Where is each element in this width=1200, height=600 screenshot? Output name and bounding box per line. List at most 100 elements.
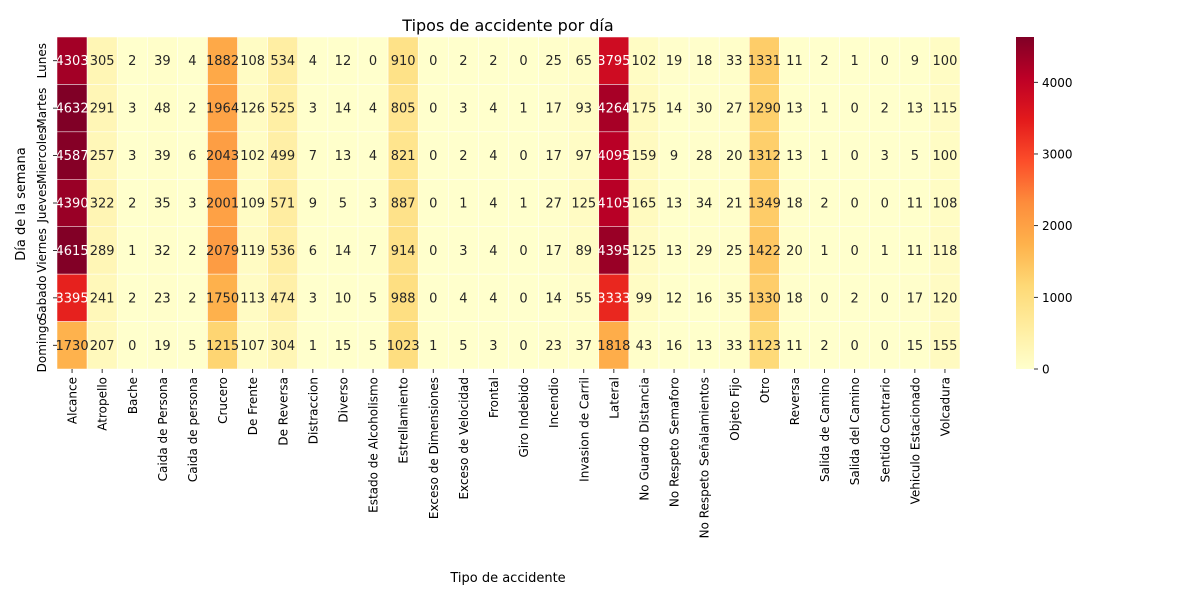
- cell-value-label: 55: [575, 291, 592, 306]
- x-tick-label: Estrellamiento: [397, 377, 411, 464]
- heatmap-cell: [779, 84, 810, 133]
- cell-value-label: 19: [154, 339, 171, 354]
- heatmap-cell: [267, 321, 299, 370]
- heatmap-cell: [658, 36, 690, 85]
- cell-value-label: 30: [696, 102, 713, 117]
- cell-value-label: 4303: [56, 54, 89, 69]
- heatmap-cell: [899, 273, 931, 322]
- heatmap-cell: [56, 273, 88, 322]
- cell-value-label: 6: [309, 244, 317, 259]
- cell-value-label: 1818: [597, 339, 630, 354]
- y-tick-label: Sabado: [35, 275, 49, 320]
- cell-value-label: 1882: [206, 54, 239, 69]
- cell-value-label: 109: [240, 197, 265, 212]
- cell-value-label: 16: [696, 291, 713, 306]
- cell-value-label: 1964: [206, 102, 239, 117]
- cell-value-label: 0: [429, 291, 437, 306]
- cell-value-label: 100: [933, 54, 958, 69]
- heatmap-cell: [869, 226, 901, 275]
- heatmap-cell: [929, 226, 961, 275]
- cell-value-label: 241: [90, 291, 115, 306]
- x-tick-label: Alcance: [66, 377, 80, 424]
- heatmap-cells: [56, 36, 961, 370]
- cell-value-label: 7: [369, 244, 377, 259]
- heatmap-cell: [929, 179, 961, 227]
- cell-value-label: 9: [309, 197, 317, 212]
- heatmap-cell: [207, 273, 238, 322]
- x-tick-label: Incendio: [547, 377, 561, 428]
- colorbar-tick-label: 4000: [1042, 76, 1073, 90]
- heatmap-cell: [749, 131, 780, 180]
- cell-value-label: 0: [128, 339, 136, 354]
- cell-value-label: 25: [726, 244, 743, 259]
- heatmap-cell: [147, 226, 178, 275]
- cell-value-label: 4: [188, 54, 196, 69]
- heatmap-cell: [327, 273, 359, 322]
- cell-value-label: 474: [270, 291, 295, 306]
- cell-value-label: 4: [459, 291, 467, 306]
- cell-value-label: 14: [335, 102, 352, 117]
- cell-value-label: 1215: [206, 339, 239, 354]
- cell-value-label: 14: [335, 244, 352, 259]
- x-tick-label: Caida de persona: [186, 377, 200, 482]
- x-tick-label: De Reversa: [276, 377, 290, 446]
- cell-value-label: 0: [519, 54, 527, 69]
- x-tick-label: Otro: [758, 377, 772, 403]
- cell-value-label: 2: [489, 54, 497, 69]
- cell-value-label: 0: [429, 102, 437, 117]
- cell-value-label: 29: [696, 244, 713, 259]
- cell-value-label: 0: [429, 197, 437, 212]
- heatmap-cell: [508, 36, 539, 85]
- heatmap-cell: [478, 84, 509, 133]
- heatmap-cell: [688, 321, 720, 370]
- cell-value-label: 1: [459, 197, 467, 212]
- heatmap-cell: [809, 321, 840, 370]
- cell-value-label: 25: [545, 54, 562, 69]
- cell-value-label: 17: [545, 149, 562, 164]
- heatmap-cell: [116, 36, 148, 85]
- colorbar-tick-label: 3000: [1042, 147, 1073, 161]
- cell-value-label: 4264: [597, 102, 630, 117]
- heatmap-cell: [56, 179, 88, 227]
- heatmap-cell: [658, 179, 690, 227]
- cell-value-label: 35: [154, 197, 171, 212]
- cell-value-label: 14: [666, 102, 683, 117]
- cell-value-label: 0: [429, 244, 437, 259]
- heatmap-cell: [177, 84, 208, 133]
- cell-value-label: 910: [391, 54, 416, 69]
- heatmap-cell: [718, 226, 750, 275]
- heatmap-cell: [568, 273, 600, 322]
- heatmap-cell: [116, 321, 148, 370]
- cell-value-label: 3: [881, 149, 889, 164]
- heatmap-cell: [568, 226, 600, 275]
- cell-value-label: 120: [933, 291, 958, 306]
- cell-value-label: 4: [489, 291, 497, 306]
- heatmap-cell: [417, 273, 449, 322]
- heatmap-cell: [56, 131, 88, 180]
- heatmap-cell: [538, 179, 569, 227]
- heatmap-cell: [899, 36, 931, 85]
- cell-value-label: 126: [240, 102, 265, 117]
- cell-value-label: 291: [90, 102, 115, 117]
- y-tick-label: Miercoles: [35, 127, 49, 184]
- cell-value-label: 4: [489, 102, 497, 117]
- cell-value-label: 2001: [206, 197, 239, 212]
- cell-value-label: 165: [632, 197, 657, 212]
- cell-value-label: 0: [851, 102, 859, 117]
- cell-value-label: 18: [786, 291, 803, 306]
- cell-value-label: 914: [391, 244, 416, 259]
- heatmap-cell: [628, 84, 660, 133]
- heatmap-cell: [869, 36, 901, 85]
- cell-value-label: 13: [335, 149, 352, 164]
- cell-value-label: 48: [154, 102, 171, 117]
- cell-value-label: 20: [786, 244, 803, 259]
- heatmap-cell: [147, 179, 178, 227]
- heatmap-cell: [809, 179, 840, 227]
- cell-value-label: 3: [309, 102, 317, 117]
- y-tick-label: Jueves: [35, 183, 49, 223]
- heatmap-cell: [628, 179, 660, 227]
- cell-value-label: 4: [489, 149, 497, 164]
- cell-value-label: 107: [240, 339, 265, 354]
- colorbar-tick-label: 1000: [1042, 291, 1073, 305]
- colorbar: 0 1000 2000 3000 4000: [1016, 37, 1073, 377]
